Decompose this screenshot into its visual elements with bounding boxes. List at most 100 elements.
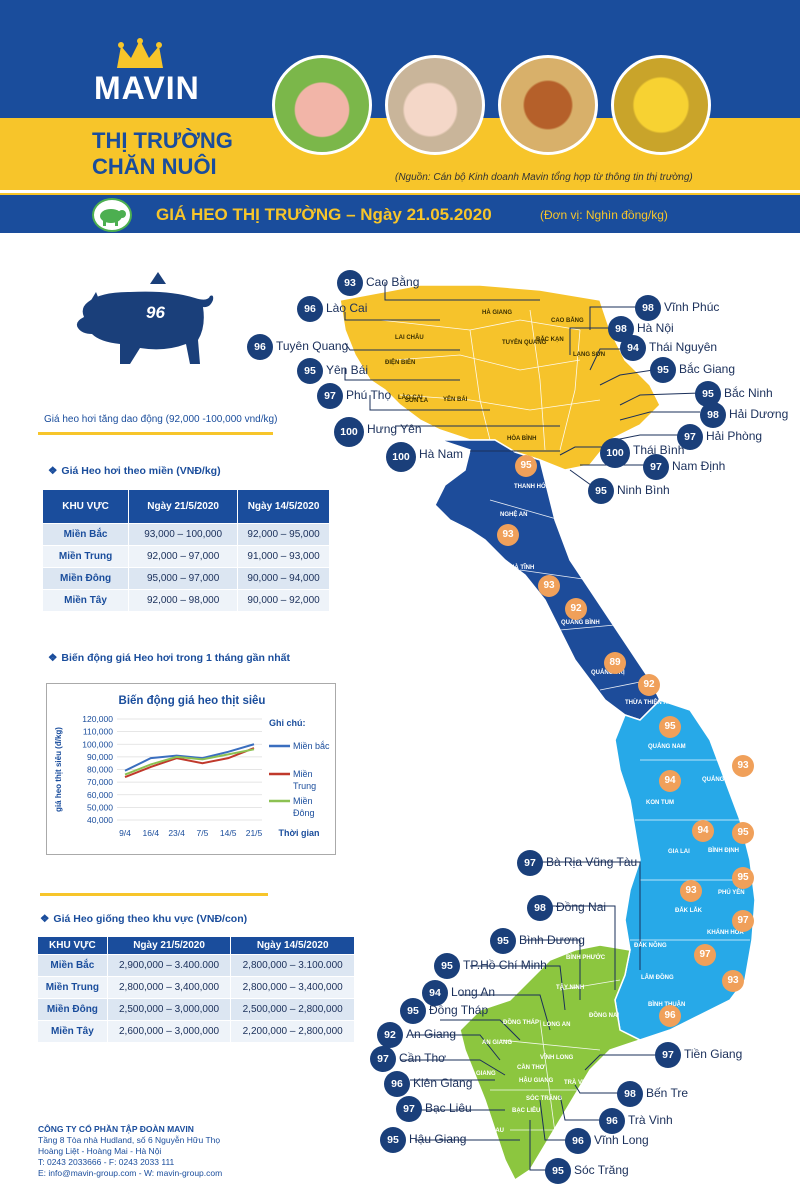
table-row: Miền Tây 2,600,000 – 3,000,000 2,200,000 –… xyxy=(37,1020,355,1043)
province-price-badge: 97 xyxy=(655,1042,681,1068)
province-label: TP.Hồ Chí Minh xyxy=(463,958,547,972)
map-province-name: QUẢNG BÌNH xyxy=(561,620,600,626)
province-price-badge: 97 xyxy=(643,454,669,480)
pig-photo xyxy=(272,55,372,155)
map-province-name: KHÁNH HÒA xyxy=(707,930,744,936)
company-address-1: Tầng 8 Tòa nhà Hudland, số 6 Nguyễn Hữu … xyxy=(38,1135,221,1145)
province-label: Thái Bình xyxy=(633,443,685,457)
trend-chart: Biến động giá heo thịt siêu 120,000 110,00… xyxy=(46,683,336,855)
live-price-table: KHU VỰC Ngày 21/5/2020 Ngày 14/5/2020 Mi… xyxy=(41,489,330,612)
map-province-name: LÀO CAI xyxy=(398,395,423,401)
banner-title: GIÁ HEO THỊ TRƯỜNG – Ngày 21.05.2020 xyxy=(156,205,492,224)
province-label: Bà Rịa Vũng Tàu xyxy=(546,855,638,869)
series-line xyxy=(124,743,255,772)
y-tick-label: 110,000 xyxy=(83,727,113,737)
map-province-name: BẠC LIÊU xyxy=(512,1108,541,1114)
region-price-badge: 97 xyxy=(732,910,754,932)
region-price-badge: 89 xyxy=(604,652,626,674)
company-email: E: info@mavin-group.com - W: mavin-group… xyxy=(38,1168,223,1178)
province-label: Lào Cai xyxy=(326,301,368,315)
province-label: Đồng Tháp xyxy=(429,1003,489,1017)
province-price-badge: 96 xyxy=(247,334,273,360)
x-tick-label: 7/5 xyxy=(196,828,208,838)
province-label: Bến Tre xyxy=(646,1086,689,1100)
chart-title: Biến động giá heo thịt siêu xyxy=(119,695,266,707)
province-price-badge: 100 xyxy=(334,417,364,447)
province-label: Hậu Giang xyxy=(409,1132,467,1146)
province-price-badge: 97 xyxy=(317,383,343,409)
map-province-name: LONG AN xyxy=(543,1022,571,1028)
province-price-badge: 98 xyxy=(700,402,726,428)
map-province-name: CAO BẰNG xyxy=(551,318,584,324)
header-title-line1: THỊ TRƯỜNG xyxy=(92,128,233,153)
chicken-photo xyxy=(498,55,598,155)
province-label: Tuyên Quang xyxy=(276,339,349,353)
region-price-badge: 93 xyxy=(538,575,560,597)
province-label: An Giang xyxy=(406,1027,457,1041)
map-province-name: HÀ GIANG xyxy=(482,310,512,316)
region-price-badge: 92 xyxy=(638,674,660,696)
company-footer: CÔNG TY CỔ PHẦN TẬP ĐOÀN MAVIN Tầng 8 Tò… xyxy=(38,1124,222,1179)
map-province-name: SƠN LA xyxy=(405,398,429,404)
banner-unit: (Đơn vị: Nghìn đồng/kg) xyxy=(540,208,668,222)
province-label: Vĩnh Phúc xyxy=(664,300,720,314)
province-price-badge: 98 xyxy=(635,295,661,321)
legend-label: Miền Trung xyxy=(293,769,316,791)
province-price-badge: 95 xyxy=(380,1127,406,1153)
province-price-badge: 95 xyxy=(588,478,614,504)
province-label: Bạc Liêu xyxy=(425,1101,472,1115)
region-price-badge: 94 xyxy=(692,820,714,842)
province-label: Kiên Giang xyxy=(413,1076,473,1090)
region-price-badge: 97 xyxy=(694,944,716,966)
province-price-badge: 94 xyxy=(422,980,448,1006)
x-tick-label: 14/5 xyxy=(220,828,237,838)
region-price-badge: 94 xyxy=(659,770,681,792)
province-price-badge: 95 xyxy=(490,928,516,954)
province-label: Tiền Giang xyxy=(684,1047,743,1061)
pig-price-value: 96 xyxy=(146,303,165,322)
y-tick-label: 100,000 xyxy=(82,739,113,749)
map-province-name: YÊN BÁI xyxy=(443,397,468,403)
map-province-name: THỪA THIÊN HUẾ xyxy=(625,700,677,706)
province-label: Cao Bằng xyxy=(366,275,420,289)
divider xyxy=(40,893,268,896)
company-phone: T: 0243 2033666 - F: 0243 2033 111 xyxy=(38,1157,175,1167)
map-province-name: ĐỒNG NAI xyxy=(589,1013,619,1019)
map-province-name: QUẢNG NGÃI xyxy=(702,777,741,783)
map-province-name: TRÀ VINH xyxy=(564,1080,593,1086)
x-tick-label: 21/5 xyxy=(246,828,263,838)
province-label: Hà Nam xyxy=(419,447,464,461)
province-label: Hải Dương xyxy=(729,407,789,421)
map-province-name: SÓC TRĂNG xyxy=(526,1096,562,1102)
map-province-name: BÌNH PHƯỚC xyxy=(566,955,606,961)
map-province-name: GIA LAI xyxy=(668,849,690,855)
source-note: (Nguồn: Cán bộ Kinh doanh Mavin tổng hợp… xyxy=(395,172,693,183)
company-address-2: Hoàng Liệt - Hoàng Mai - Hà Nội xyxy=(38,1146,162,1156)
region-price-badge: 95 xyxy=(515,455,537,477)
province-label: Hà Nội xyxy=(637,321,674,335)
region-price-badge: 92 xyxy=(565,598,587,620)
map-province-name: BÌNH ĐỊNH xyxy=(708,848,739,854)
province-price-badge: 96 xyxy=(384,1071,410,1097)
province-price-badge: 95 xyxy=(434,953,460,979)
series-line xyxy=(124,747,255,779)
province-label: Đồng Nai xyxy=(556,900,607,914)
x-axis-label: Thời gian xyxy=(279,828,320,838)
legend-title: Ghi chú: xyxy=(269,718,306,728)
map-province-name: QUẢNG TRỊ xyxy=(591,670,625,676)
province-label: Cần Thơ xyxy=(399,1051,447,1065)
piglets-photo xyxy=(385,55,485,155)
x-tick-label: 9/4 xyxy=(119,828,131,838)
province-label: Bắc Ninh xyxy=(724,386,773,400)
map-province-name: LAI CHÂU xyxy=(395,335,424,341)
region-price-badge: 93 xyxy=(497,524,519,546)
map-province-name: TUYÊN QUANG xyxy=(502,340,547,346)
map-province-name: HÒA BÌNH xyxy=(507,436,537,442)
header-title-line2: CHĂN NUÔI xyxy=(92,154,217,179)
table-row: Miền Trung 92,000 – 97,000 91,000 – 93,000 xyxy=(41,545,330,568)
pig-icon xyxy=(76,272,214,364)
y-tick-label: 120,000 xyxy=(82,714,113,724)
map-province-name: CÀ MAU xyxy=(480,1128,504,1134)
province-price-badge: 98 xyxy=(617,1081,643,1107)
map-province-name: KON TUM xyxy=(646,800,674,806)
